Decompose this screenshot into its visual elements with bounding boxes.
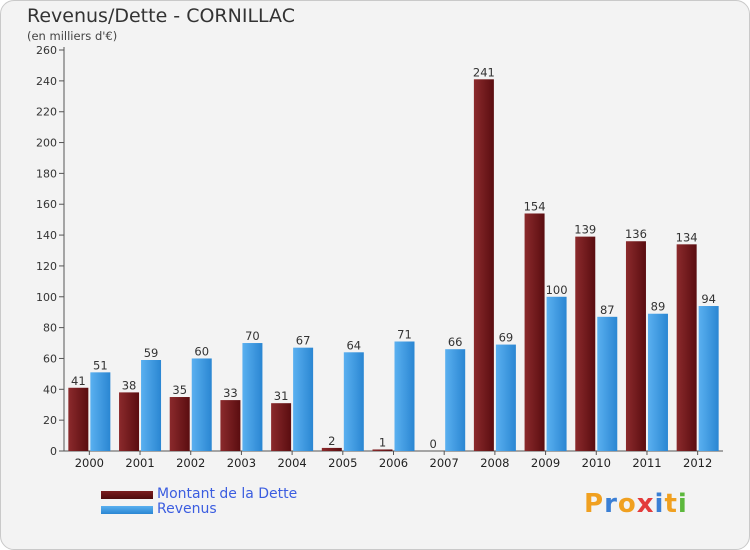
x-tick-label: 2010 <box>582 456 611 470</box>
y-tick-label: 240 <box>36 75 57 88</box>
data-label-dette: 38 <box>122 378 137 392</box>
data-label-revenus: 69 <box>499 331 514 345</box>
data-label-revenus: 87 <box>600 303 615 317</box>
data-label-dette: 31 <box>274 389 289 403</box>
y-tick-label: 80 <box>43 322 57 335</box>
bar-revenus <box>242 343 263 451</box>
logo-letter: o <box>617 489 637 519</box>
data-label-revenus: 51 <box>93 358 108 372</box>
data-label-dette: 1 <box>379 435 386 449</box>
x-tick-label: 2005 <box>328 456 357 470</box>
logo-letter: i <box>677 489 688 519</box>
data-label-dette: 0 <box>430 437 437 451</box>
data-label-revenus: 71 <box>397 327 412 341</box>
y-tick-label: 60 <box>43 352 57 365</box>
x-tick-label: 2003 <box>227 456 256 470</box>
bar-revenus <box>394 341 415 451</box>
y-tick-label: 220 <box>36 106 57 119</box>
bar-dette <box>473 79 494 452</box>
y-tick-label: 120 <box>36 260 57 273</box>
logo-letter: t <box>664 489 678 519</box>
legend-item-dette: Montant de la Dette <box>101 487 297 502</box>
chart-title: Revenus/Dette - CORNILLAC <box>27 5 295 27</box>
y-tick-label: 260 <box>36 44 57 57</box>
bar-dette <box>524 213 545 451</box>
x-tick-label: 2008 <box>480 456 509 470</box>
bar-dette <box>68 387 89 451</box>
bar-dette <box>372 449 393 451</box>
bar-dette <box>169 397 190 451</box>
data-label-revenus: 94 <box>701 292 716 306</box>
legend-label-revenus: Revenus <box>157 501 217 517</box>
bar-revenus <box>293 347 314 451</box>
bar-revenus <box>191 358 212 451</box>
legend-swatch-dette <box>101 490 153 499</box>
data-label-dette: 241 <box>473 65 495 79</box>
x-tick-label: 2000 <box>75 456 104 470</box>
bar-dette <box>676 244 697 451</box>
y-tick-label: 200 <box>36 137 57 150</box>
data-label-revenus: 70 <box>245 329 260 343</box>
data-label-revenus: 89 <box>651 300 666 314</box>
data-label-dette: 134 <box>676 230 698 244</box>
y-tick-label: 20 <box>43 414 57 427</box>
bar-dette <box>119 392 140 451</box>
x-tick-label: 2004 <box>277 456 306 470</box>
data-label-revenus: 66 <box>448 335 463 349</box>
bar-dette <box>220 400 241 451</box>
data-label-dette: 136 <box>625 227 647 241</box>
x-tick-label: 2011 <box>632 456 661 470</box>
x-tick-label: 2006 <box>379 456 408 470</box>
bar-revenus <box>546 296 567 451</box>
legend-label-dette: Montant de la Dette <box>157 486 298 502</box>
x-tick-label: 2002 <box>176 456 205 470</box>
x-tick-label: 2012 <box>683 456 712 470</box>
logo-letter: P <box>584 489 605 519</box>
logo-letter: i <box>654 489 665 519</box>
x-tick-label: 2009 <box>531 456 560 470</box>
y-tick-label: 140 <box>36 229 57 242</box>
proxiti-logo: Proxiti <box>584 489 688 519</box>
data-label-revenus: 100 <box>546 283 568 297</box>
data-label-dette: 139 <box>574 223 596 237</box>
bar-revenus <box>495 344 516 451</box>
x-tick-label: 2001 <box>125 456 154 470</box>
x-tick-label: 2007 <box>430 456 459 470</box>
bar-dette <box>625 241 646 451</box>
bar-dette <box>575 236 596 451</box>
bar-dette <box>271 403 292 451</box>
data-label-dette: 154 <box>524 199 546 213</box>
data-label-revenus: 64 <box>346 338 361 352</box>
bar-revenus <box>647 313 668 451</box>
legend: Montant de la Dette Revenus <box>101 487 297 517</box>
data-label-revenus: 59 <box>144 346 159 360</box>
bar-revenus <box>445 349 466 451</box>
bar-revenus <box>90 372 111 451</box>
y-tick-label: 40 <box>43 383 57 396</box>
y-tick-label: 160 <box>36 198 57 211</box>
y-tick-label: 180 <box>36 167 57 180</box>
bar-revenus <box>141 360 162 451</box>
bar-revenus <box>597 316 618 451</box>
data-label-dette: 33 <box>223 386 238 400</box>
data-label-revenus: 67 <box>296 334 311 348</box>
bar-revenus <box>343 352 364 451</box>
y-tick-label: 100 <box>36 291 57 304</box>
legend-swatch-revenus <box>101 505 153 514</box>
y-tick-label: 0 <box>50 445 57 458</box>
data-label-dette: 35 <box>172 383 187 397</box>
logo-letter: r <box>604 489 618 519</box>
chart-subtitle: (en milliers d'€) <box>27 29 118 43</box>
legend-item-revenus: Revenus <box>101 502 297 517</box>
data-label-dette: 41 <box>71 374 86 388</box>
bar-dette <box>321 447 342 451</box>
data-label-dette: 2 <box>328 434 335 448</box>
data-label-revenus: 60 <box>194 344 209 358</box>
logo-letter: x <box>636 489 655 519</box>
bar-revenus <box>698 306 719 451</box>
